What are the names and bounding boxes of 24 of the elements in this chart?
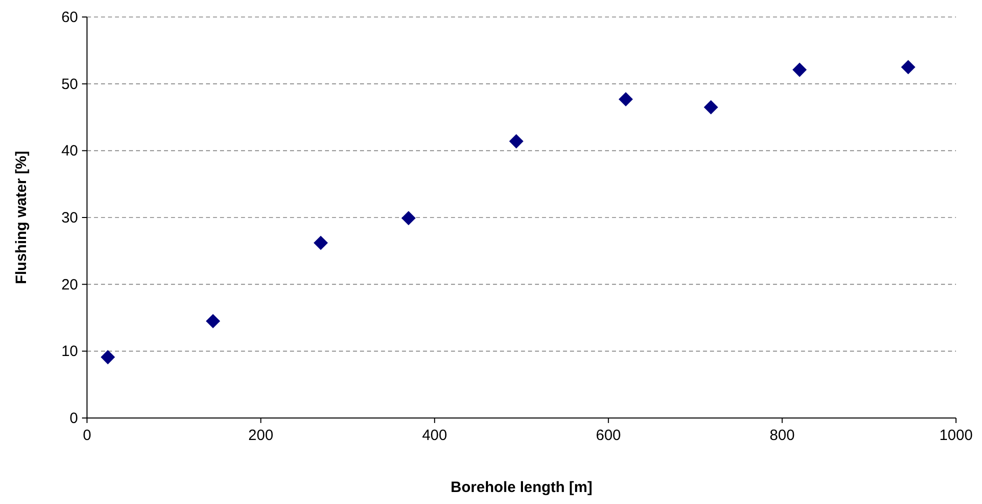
point: [206, 314, 220, 328]
y-tick-label: 40: [61, 142, 78, 160]
y-tick-label: 10: [61, 343, 78, 360]
x-tick-label: 600: [596, 427, 621, 444]
point: [901, 60, 916, 74]
point: [509, 134, 524, 148]
point: [401, 211, 416, 226]
x-tick-label: 0: [82, 427, 92, 444]
x-tick-label: 800: [770, 427, 795, 444]
point: [100, 350, 115, 364]
x-tick-label: 400: [422, 427, 448, 444]
y-tick-label: 0: [70, 410, 78, 427]
point: [618, 92, 633, 106]
point: [704, 100, 718, 114]
point: [314, 236, 328, 250]
point: [792, 62, 807, 77]
y-tick-label: 60: [61, 9, 78, 26]
y-tick-label: 20: [61, 276, 78, 294]
x-tick-label: 1000: [939, 427, 973, 444]
y-axis-title: Flushing water [%]: [13, 150, 30, 284]
x-axis-title: Borehole length [m]: [450, 479, 592, 496]
y-tick-label: 50: [61, 76, 78, 93]
x-tick-label: 200: [248, 427, 274, 444]
y-tick-label: 30: [61, 210, 78, 226]
